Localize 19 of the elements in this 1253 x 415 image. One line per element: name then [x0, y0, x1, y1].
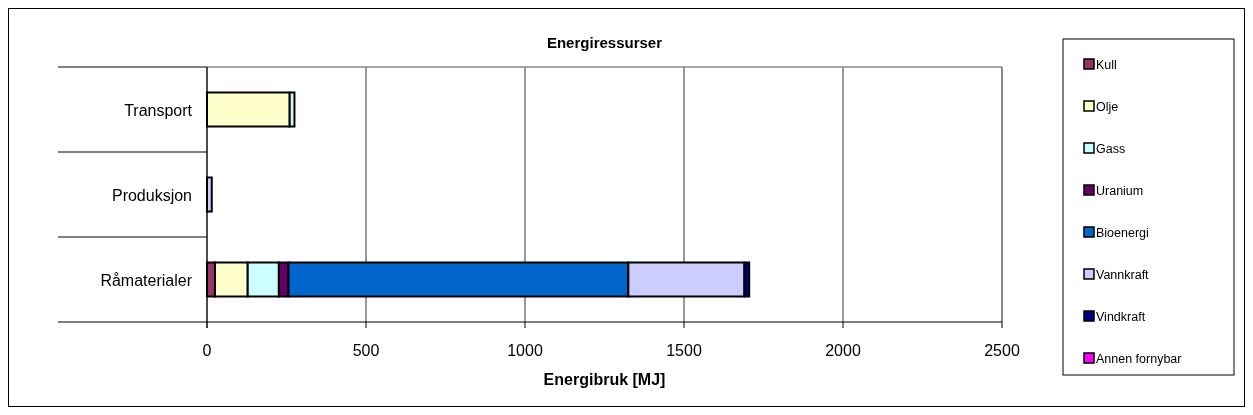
x-tick-label: 2000 — [825, 342, 861, 359]
chart-title: Energiressurser — [546, 34, 663, 51]
legend-label: Bioenergi — [1096, 226, 1149, 240]
y-tick-label: Produksjon — [111, 186, 192, 204]
y-tick-label: Transport — [124, 101, 193, 119]
legend-label: Gass — [1096, 142, 1126, 156]
legend-label: Vannkraft — [1096, 268, 1150, 282]
x-tick-label: 1500 — [666, 342, 702, 359]
y-tick-label: Råmaterialer — [100, 271, 193, 289]
legend-label: Vindkraft — [1096, 310, 1146, 324]
x-tick-label: 2500 — [984, 342, 1020, 359]
legend-label: Olje — [1096, 100, 1119, 114]
legend-label: Uranium — [1096, 184, 1144, 198]
x-tick-label: 1000 — [507, 342, 543, 359]
x-axis-title: Energibruk [MJ] — [543, 371, 666, 388]
x-tick-label: 500 — [352, 342, 380, 359]
legend-label: Annen fornybar — [1096, 352, 1182, 366]
x-tick-label: 0 — [202, 342, 212, 359]
legend-label: Kull — [1096, 58, 1117, 72]
